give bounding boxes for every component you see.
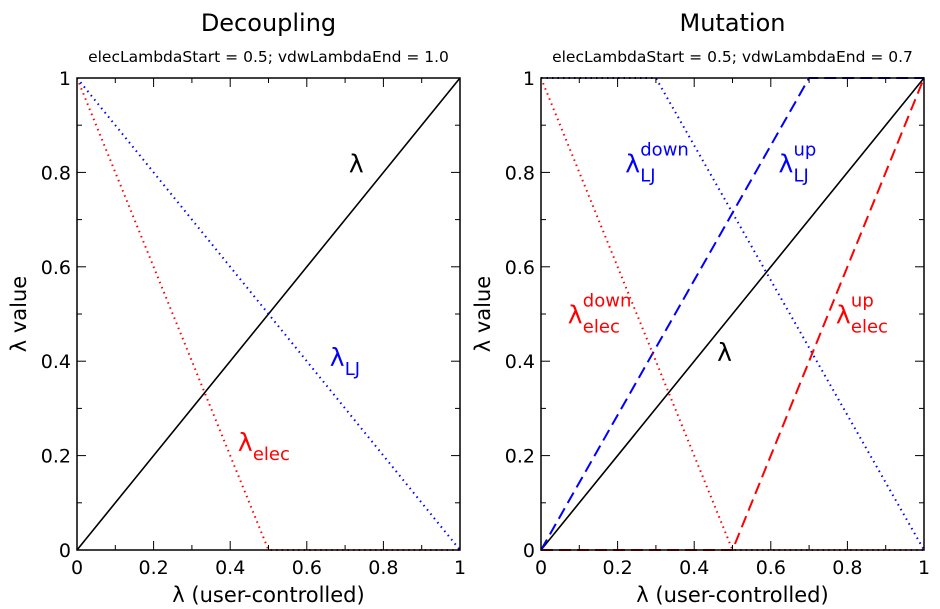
x-tick-label: 0.8 — [368, 557, 398, 579]
x-tick-label: 0 — [535, 557, 547, 579]
y-tick-label: 0.8 — [505, 162, 535, 184]
series-group — [541, 77, 924, 551]
chart-subtitle: elecLambdaStart = 0.5; vdwLambdaEnd = 1.… — [88, 48, 449, 66]
curve-label: λLJup — [778, 139, 816, 186]
curve-label: λLJdown — [625, 139, 689, 186]
x-tick-label: 0.4 — [679, 557, 709, 579]
y-tick-label: 0.2 — [505, 446, 535, 468]
y-tick-label: 0.4 — [41, 351, 71, 373]
x-axis-label: λ (user-controlled) — [636, 583, 828, 607]
chart-title: Decoupling — [201, 9, 336, 37]
series-line-3 — [77, 77, 460, 551]
x-tick-label: 0.6 — [756, 557, 786, 579]
y-tick-label: 1 — [523, 68, 535, 90]
x-tick-label: 0.4 — [215, 557, 245, 579]
y-tick-label: 0.2 — [41, 446, 71, 468]
curve-label: λelecup — [836, 290, 888, 337]
y-tick-label: 1 — [59, 68, 71, 90]
chart-title: Mutation — [679, 9, 785, 37]
y-tick-label: 0.4 — [505, 351, 535, 373]
curve-label: λelecdown — [568, 290, 632, 337]
curve-label: λLJ — [330, 343, 360, 380]
chart-panel-1: Decoupling elecLambdaStart = 0.5; vdwLamb… — [7, 9, 466, 607]
y-tick-label: 0.6 — [505, 257, 535, 279]
x-tick-label: 0.6 — [292, 557, 322, 579]
x-tick-label: 0.2 — [602, 557, 632, 579]
series-group — [77, 77, 460, 551]
y-tick-label: 0 — [59, 540, 71, 562]
y-axis-label: λ value — [471, 276, 495, 352]
curve-label: λ — [349, 149, 364, 178]
chart-subtitle: elecLambdaStart = 0.5; vdwLambdaEnd = 0.… — [552, 48, 913, 66]
y-tick-label: 0 — [523, 540, 535, 562]
x-tick-label: 0.2 — [138, 557, 168, 579]
curve-label: λelec — [238, 428, 290, 465]
x-tick-label: 1 — [918, 557, 930, 579]
x-axis-label: λ (user-controlled) — [172, 583, 364, 607]
y-tick-label: 0.6 — [41, 257, 71, 279]
series-line-1 — [541, 77, 924, 551]
y-axis-label: λ value — [7, 276, 31, 352]
y-tick-label: 0.8 — [41, 162, 71, 184]
curve-label: λ — [717, 338, 732, 367]
chart-panel-2: Mutation elecLambdaStart = 0.5; vdwLambda… — [471, 9, 930, 607]
x-tick-label: 1 — [454, 557, 466, 579]
x-tick-label: 0 — [71, 557, 83, 579]
x-tick-label: 0.8 — [832, 557, 862, 579]
